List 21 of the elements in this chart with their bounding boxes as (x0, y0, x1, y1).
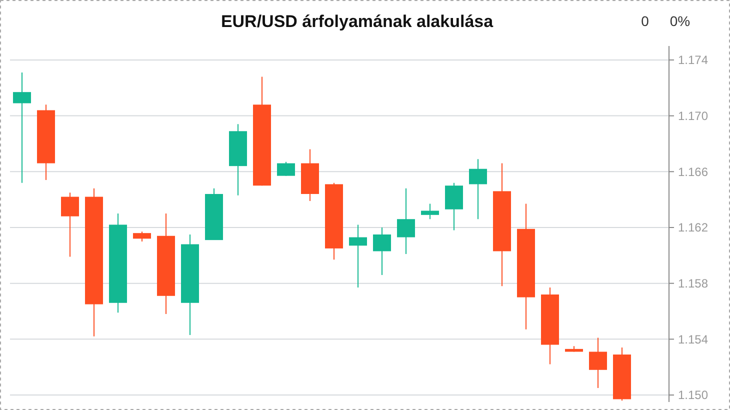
candlestick (13, 72, 31, 184)
text: 0% (670, 13, 690, 29)
candlestick (421, 203, 439, 220)
y-tick-label: 1.158 (678, 276, 708, 291)
y-tick-label: 1.150 (678, 388, 708, 402)
candlestick (277, 161, 295, 176)
y-tick-label: 1.154 (678, 332, 708, 346)
candlestick (445, 182, 463, 231)
y-tick-label: 1.162 (678, 220, 708, 235)
candlestick (589, 337, 607, 389)
candlestick (397, 188, 415, 255)
candlestick (373, 226, 391, 276)
candlestick (133, 231, 151, 242)
y-tick-label: 1.170 (678, 109, 708, 124)
y-tick-label: 1.166 (678, 164, 708, 179)
candlestick (61, 192, 79, 258)
chart-title: EUR/USD árfolyamának alakulása (220, 12, 494, 31)
y-tick-label: 1.174 (678, 53, 708, 68)
text: 0 (641, 13, 650, 29)
candlestick (349, 224, 367, 288)
candlestick (469, 158, 487, 220)
